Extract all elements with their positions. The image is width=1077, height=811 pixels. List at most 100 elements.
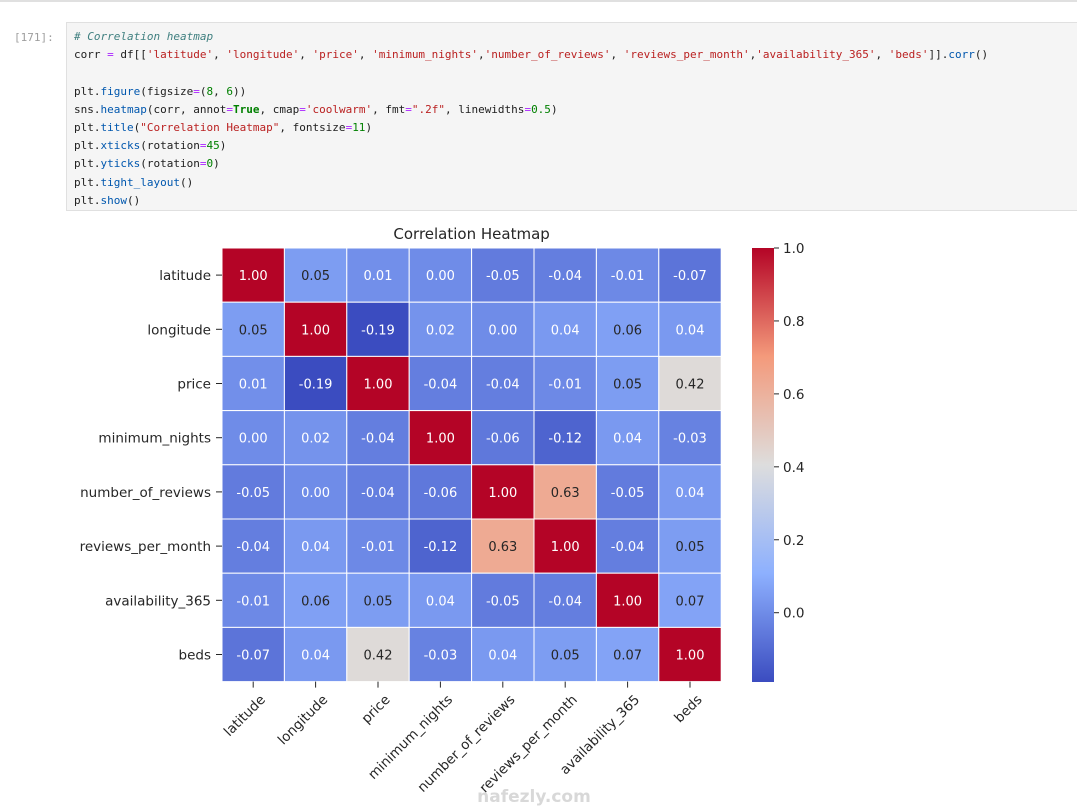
cell-label: 1.00 xyxy=(426,432,455,447)
heatmap-cell xyxy=(283,572,348,628)
colorbar-tick-label: 1.0 xyxy=(783,241,804,257)
code-editor[interactable]: # Correlation heatmap corr = df[['latitud… xyxy=(74,28,988,210)
cell-label: 1.00 xyxy=(488,486,517,501)
cell-label: 0.05 xyxy=(613,378,642,393)
cell-label: 0.04 xyxy=(426,594,455,609)
y-tick-label: number_of_reviews xyxy=(80,485,211,501)
x-tick-label: longitude xyxy=(275,692,331,748)
watermark: nafezly.com xyxy=(477,787,591,807)
cell-label: 0.63 xyxy=(551,486,580,501)
heatmap-cell xyxy=(658,518,722,574)
heatmap-cell xyxy=(346,572,410,628)
cell-label: -0.03 xyxy=(673,432,707,447)
colorbar-tick-label: 0.0 xyxy=(783,606,804,622)
cell-label: 1.00 xyxy=(551,540,580,555)
cell-label: -0.12 xyxy=(548,432,582,447)
heatmap-cell xyxy=(595,410,660,466)
code-line: plt.tight_layout() xyxy=(74,175,194,189)
heatmap-cell xyxy=(283,247,348,303)
cell-label: -0.04 xyxy=(548,594,582,609)
cell-label: -0.19 xyxy=(299,378,333,393)
heatmap-cell xyxy=(533,572,597,628)
cell-label: -0.05 xyxy=(486,269,520,284)
top-border xyxy=(0,0,1077,2)
cell-label: 0.42 xyxy=(676,378,705,393)
code-line: plt.title("Correlation Heatmap", fontsiz… xyxy=(74,120,373,134)
x-tick-label: price xyxy=(359,692,394,727)
heatmap-cell xyxy=(533,626,597,683)
cell-label: 0.01 xyxy=(239,378,268,393)
code-line: corr = df[['latitude', 'longitude', 'pri… xyxy=(74,48,989,62)
cell-label: 0.04 xyxy=(488,649,517,664)
y-tick-label: availability_365 xyxy=(105,593,211,609)
cell-label: -0.04 xyxy=(486,378,520,393)
cell-label: -0.05 xyxy=(486,594,520,609)
y-tick-label: longitude xyxy=(147,322,211,338)
cell-label: 0.63 xyxy=(488,540,517,555)
cell-label: 0.07 xyxy=(676,594,705,609)
cell-label: 0.00 xyxy=(239,432,268,447)
cell-label: -0.04 xyxy=(361,486,395,501)
cell-label: 0.05 xyxy=(239,323,268,338)
heatmap-cell xyxy=(283,518,348,574)
cell-label: -0.19 xyxy=(361,323,395,338)
cell-label: 0.00 xyxy=(301,486,330,501)
cell-label: 1.00 xyxy=(364,378,393,393)
heatmap-cell xyxy=(533,247,597,303)
cell-label: 0.05 xyxy=(301,269,330,284)
code-line: # Correlation heatmap xyxy=(74,30,214,43)
cell-label: -0.03 xyxy=(424,649,458,664)
heatmap-cell xyxy=(221,410,285,466)
cell-label: -0.05 xyxy=(236,486,270,501)
cell-label: 0.42 xyxy=(364,649,393,664)
cell-label: 0.00 xyxy=(488,323,517,338)
heatmap-cell xyxy=(346,247,410,303)
heatmap-cell xyxy=(408,301,473,357)
cell-label: 0.00 xyxy=(426,269,455,284)
heatmap-cell xyxy=(471,626,535,683)
cell-label: 1.00 xyxy=(239,269,268,284)
heatmap-cell xyxy=(408,355,473,412)
cell-label: 0.06 xyxy=(613,323,642,338)
cell-label: 0.05 xyxy=(676,540,705,555)
cell-label: 1.00 xyxy=(301,323,330,338)
cell-label: -0.07 xyxy=(236,649,270,664)
colorbar-tick-label: 0.6 xyxy=(783,387,804,403)
code-line: sns.heatmap(corr, annot=True, cmap='cool… xyxy=(74,102,558,116)
cell-label: 0.07 xyxy=(613,649,642,664)
heatmap-chart: 1.00 0.05 0.01 0.00 -0.05 -0.04 -0.01 -0.07 0.05… xyxy=(80,225,805,807)
heatmap-cell xyxy=(471,464,535,520)
cell-output: 1.00 0.05 0.01 0.00 -0.05 -0.04 -0.01 -0.07 0.05… xyxy=(66,212,1077,807)
heatmap-cell xyxy=(533,301,597,357)
cell-label: 1.00 xyxy=(613,594,642,609)
cell-label: 0.04 xyxy=(551,323,580,338)
cell-label: 0.04 xyxy=(301,649,330,664)
colorbar-tick-label: 0.4 xyxy=(783,460,804,476)
cell-label: -0.04 xyxy=(236,540,270,555)
heatmap-cell xyxy=(658,355,722,412)
cell-label: 0.04 xyxy=(676,323,705,338)
cell-label: 0.04 xyxy=(613,432,642,447)
code-cell[interactable]: # Correlation heatmap corr = df[['latitud… xyxy=(66,22,1077,211)
cell-label: -0.04 xyxy=(424,378,458,393)
heatmap-cell xyxy=(595,572,660,628)
cell-label: -0.01 xyxy=(611,269,645,284)
heatmap-cell xyxy=(595,464,660,520)
cell-label: -0.07 xyxy=(673,269,707,284)
cell-label: -0.12 xyxy=(424,540,458,555)
heatmap-cell xyxy=(658,247,722,303)
cell-label: 0.05 xyxy=(551,649,580,664)
heatmap-cell xyxy=(346,626,410,683)
heatmap-cell xyxy=(658,572,722,628)
heatmap-cell xyxy=(283,355,348,412)
cell-label: 1.00 xyxy=(676,649,705,664)
cell-label: 0.02 xyxy=(301,432,330,447)
heatmap-cell xyxy=(346,410,410,466)
cell-label: -0.06 xyxy=(424,486,458,501)
cell-label: 0.04 xyxy=(301,540,330,555)
heatmap-cell xyxy=(283,301,348,357)
heatmap-cell xyxy=(408,464,473,520)
cell-label: -0.01 xyxy=(548,378,582,393)
heatmap-cell xyxy=(346,518,410,574)
code-line: plt.show() xyxy=(74,193,141,207)
